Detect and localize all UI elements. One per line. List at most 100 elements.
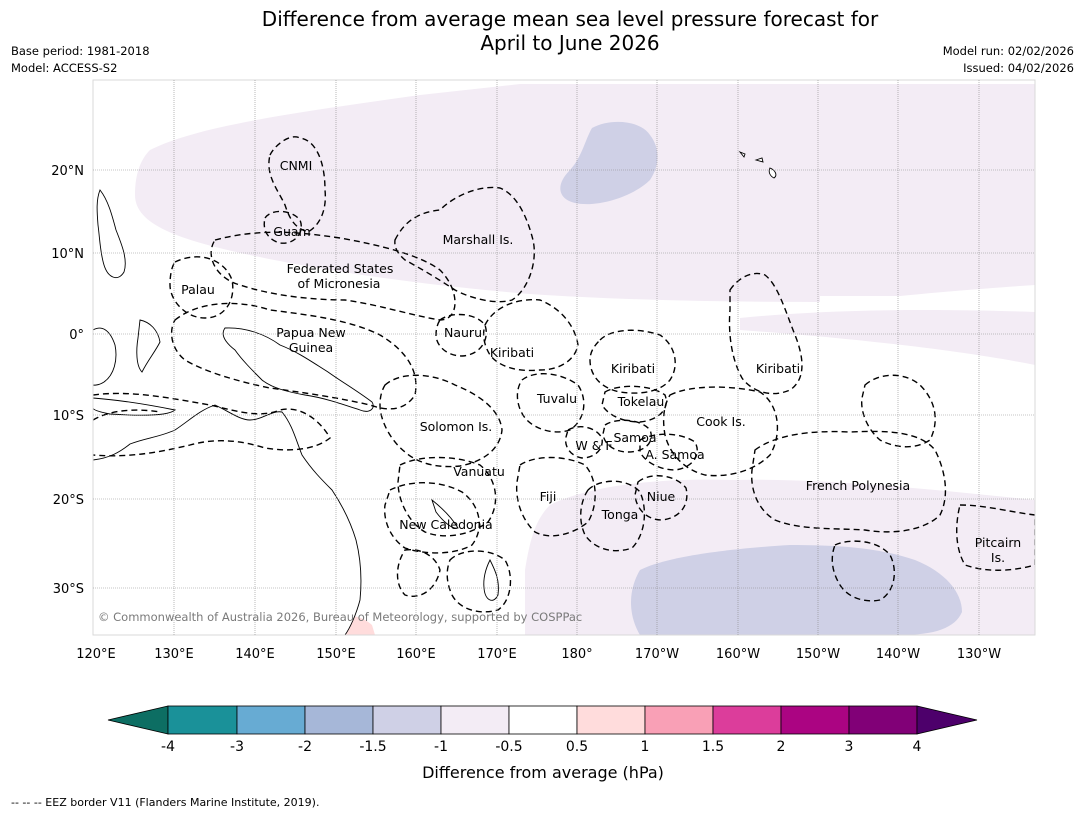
colorbar-segment bbox=[304, 705, 374, 735]
eez-kermadec bbox=[831, 540, 896, 602]
colorbar-segment bbox=[644, 705, 714, 735]
label-solomon: Solomon Is. bbox=[420, 419, 493, 434]
eez-norfolk bbox=[446, 550, 512, 613]
eez-solomon bbox=[379, 374, 503, 468]
colorbar-tick-labels: -4 -3 -2 -1.5 -1 -0.5 0.5 1 1.5 2 3 4 bbox=[161, 739, 922, 755]
colorbar-tick: -1.5 bbox=[359, 739, 386, 755]
eez-tokelau bbox=[601, 385, 667, 423]
eez-marshall bbox=[394, 186, 535, 303]
anomaly-negative-1-north bbox=[560, 121, 658, 205]
label-kiribati-gilbert: Kiribati bbox=[490, 345, 534, 360]
longitude-tick: 130°E bbox=[154, 647, 194, 662]
borneo-landmass bbox=[93, 327, 117, 386]
colorbar-tick: 2 bbox=[777, 739, 786, 755]
anomaly-negative-0-5-east bbox=[740, 310, 1035, 365]
label-tonga: Tonga bbox=[601, 507, 639, 522]
colorbar-tick: 4 bbox=[913, 739, 922, 755]
australia-landmass bbox=[93, 404, 362, 635]
colorbar-tick: -4 bbox=[161, 739, 175, 755]
label-marshall: Marshall Is. bbox=[443, 232, 514, 247]
longitude-tick: 150°W bbox=[796, 647, 840, 662]
eez-guam bbox=[263, 210, 302, 244]
longitude-tick: 130°W bbox=[957, 647, 1001, 662]
colorbar-segment bbox=[712, 705, 782, 735]
eez-png bbox=[170, 302, 417, 410]
issued-date: Issued: 04/02/2026 bbox=[963, 61, 1074, 75]
colorbar-segment bbox=[576, 705, 646, 735]
copyright-notice: © Commonwealth of Australia 2026, Bureau… bbox=[98, 610, 582, 624]
latitude-tick: 20°S bbox=[53, 493, 84, 508]
label-tuvalu: Tuvalu bbox=[536, 391, 577, 406]
longitude-tick-labels: 120°E 130°E 140°E 150°E 160°E 170°E 180° 170°W 1… bbox=[76, 647, 1001, 662]
model-name: Model: ACCESS-S2 bbox=[11, 61, 118, 75]
colorbar-segment bbox=[167, 705, 238, 735]
latitude-tick-labels: 20°N 10°N 0° 10°S 20°S 30°S bbox=[51, 164, 84, 597]
meta-left: Base period: 1981-2018 Model: ACCESS-S2 bbox=[11, 43, 150, 77]
label-kiribati-line: Kiribati bbox=[756, 361, 800, 376]
label-palau: Palau bbox=[181, 282, 215, 297]
eez-australia-north bbox=[93, 392, 331, 457]
longitude-tick: 180° bbox=[561, 647, 592, 662]
eez-cnmi bbox=[268, 136, 327, 233]
label-new-caledonia: New Caledonia bbox=[399, 517, 492, 532]
eez-pitcairn bbox=[956, 504, 1035, 571]
longitude-tick: 120°E bbox=[76, 647, 116, 662]
colorbar-tick: -2 bbox=[298, 739, 312, 755]
label-png-line-1: Papua New bbox=[276, 325, 345, 340]
anomaly-negative-1-south bbox=[631, 545, 962, 635]
latitude-tick: 10°S bbox=[53, 409, 84, 424]
colorbar-tick: -0.5 bbox=[495, 739, 522, 755]
model-run: Model run: 02/02/2026 bbox=[942, 44, 1074, 58]
eez-samoa bbox=[602, 419, 652, 453]
label-pitcairn-line-1: Pitcairn bbox=[975, 535, 1021, 550]
colorbar-tick: -3 bbox=[230, 739, 244, 755]
eez-kiribati-line bbox=[728, 272, 803, 395]
label-pitcairn-line-2: Is. bbox=[991, 550, 1005, 565]
new-caledonia-landmass bbox=[431, 498, 459, 529]
colorbar-segment bbox=[372, 705, 442, 735]
eez-palau bbox=[169, 256, 234, 319]
label-vanuatu: Vanuatu bbox=[453, 464, 505, 479]
longitude-tick: 160°E bbox=[396, 647, 436, 662]
label-cook-islands: Cook Is. bbox=[696, 414, 745, 429]
longitude-tick: 140°E bbox=[235, 647, 275, 662]
eez-cook-islands bbox=[662, 386, 779, 477]
philippines-landmass bbox=[96, 189, 126, 279]
colorbar-segment bbox=[848, 705, 918, 735]
eez-kiribati-phoenix bbox=[589, 329, 676, 394]
longitude-tick: 160°W bbox=[716, 647, 760, 662]
label-fsm-line-2: of Micronesia bbox=[298, 276, 381, 291]
colorbar bbox=[107, 705, 978, 735]
colorbar-label: Difference from average (hPa) bbox=[422, 763, 664, 782]
eez-kiribati-gilbert bbox=[482, 298, 579, 372]
latitude-tick: 0° bbox=[69, 328, 84, 343]
eez-fiji bbox=[515, 456, 596, 537]
map-title: Difference from average mean sea level p… bbox=[0, 7, 1085, 55]
map-frame bbox=[92, 79, 1036, 636]
map-panel bbox=[93, 80, 1035, 635]
latitude-tick: 30°S bbox=[53, 582, 84, 597]
longitude-tick: 170°W bbox=[635, 647, 679, 662]
eez-new-caledonia bbox=[383, 482, 480, 597]
label-fsm-line-1: Federated States bbox=[287, 261, 394, 276]
label-tokelau: Tokelau bbox=[617, 394, 665, 409]
colorbar-tick: 3 bbox=[845, 739, 854, 755]
label-french-polynesia: French Polynesia bbox=[806, 478, 910, 493]
label-niue: Niue bbox=[647, 489, 676, 504]
colorbar-tick: 1.5 bbox=[702, 739, 724, 755]
hawaii-islands bbox=[738, 150, 777, 179]
colorbar-tick: 1 bbox=[641, 739, 650, 755]
colorbar-tick: 0.5 bbox=[566, 739, 588, 755]
colorbar-segment bbox=[508, 705, 578, 735]
base-period: Base period: 1981-2018 bbox=[11, 44, 150, 58]
title-line-1: Difference from average mean sea level p… bbox=[261, 7, 879, 31]
label-png-line-2: Guinea bbox=[289, 340, 333, 355]
eez-nauru bbox=[435, 313, 487, 357]
new-zealand-north-landmass bbox=[483, 558, 499, 601]
label-nauru: Nauru bbox=[444, 325, 482, 340]
eez-tonga bbox=[580, 480, 646, 552]
eez-niue bbox=[634, 475, 688, 521]
colorbar-tick: -1 bbox=[434, 739, 448, 755]
label-kiribati-phoenix: Kiribati bbox=[611, 361, 655, 376]
